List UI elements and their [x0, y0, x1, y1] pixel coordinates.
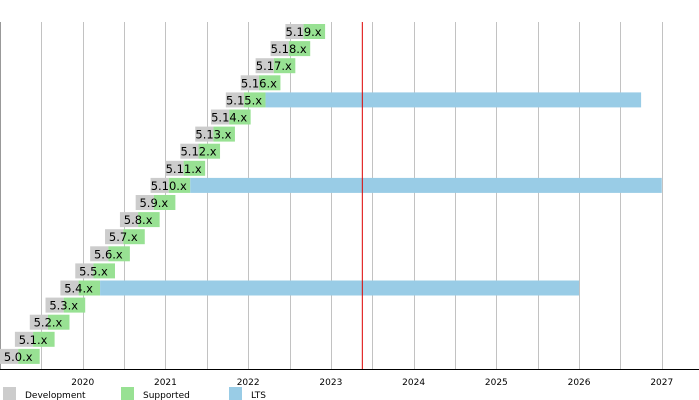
x-tick-label: 2023 [319, 378, 342, 388]
release-label: 5.10.x [151, 179, 187, 193]
x-tick-label: 2027 [650, 378, 673, 388]
x-tick-label: 2022 [237, 378, 260, 388]
x-tick-label: 2020 [71, 378, 94, 388]
release-label: 5.17.x [256, 59, 292, 73]
release-label: 5.12.x [180, 145, 216, 159]
x-tick-label: 2021 [154, 378, 177, 388]
release-label: 5.13.x [195, 128, 231, 142]
x-tick-label: 2024 [402, 378, 425, 388]
x-axis: 2020 2021 2022 2023 2024 2025 2026 2027 [0, 370, 699, 389]
legend-swatch-lts [229, 387, 242, 400]
release-label: 5.8.x [124, 213, 153, 227]
release-label: 5.3.x [49, 299, 78, 313]
release-label: 5.19.x [286, 25, 322, 39]
legend-label-supported: Supported [143, 391, 190, 400]
x-tick-label: 2026 [568, 378, 591, 388]
lts-bar [190, 178, 662, 193]
x-tick-label: 2025 [485, 378, 508, 388]
release-labels: 5.0.x 5.1.x 5.2.x 5.3.x 5.4.x 5.5.x 5.6.x 5.7.x… [4, 25, 322, 364]
release-label: 5.6.x [94, 247, 123, 261]
legend-label-development: Development [25, 391, 86, 400]
release-label: 5.2.x [34, 316, 63, 330]
release-label: 5.11.x [166, 162, 202, 176]
legend-item-lts: LTS [229, 387, 266, 400]
legend-item-development: Development [3, 387, 86, 400]
lts-bar [266, 92, 642, 107]
release-label: 5.9.x [139, 196, 168, 210]
release-label: 5.16.x [241, 76, 277, 90]
legend: Development Supported LTS [3, 387, 266, 400]
release-label: 5.7.x [109, 230, 138, 244]
release-label: 5.15.x [226, 93, 262, 107]
release-label: 5.4.x [64, 282, 93, 296]
release-label: 5.0.x [4, 350, 33, 364]
legend-item-supported: Supported [121, 387, 190, 400]
legend-label-lts: LTS [251, 391, 266, 400]
release-label: 5.18.x [271, 42, 307, 56]
legend-swatch-development [3, 387, 16, 400]
release-bars [0, 24, 662, 364]
lts-bar [100, 281, 579, 296]
legend-swatch-supported [121, 387, 134, 400]
release-label: 5.1.x [19, 333, 48, 347]
release-label: 5.14.x [211, 111, 247, 125]
grid-lines [1, 22, 663, 369]
release-label: 5.5.x [79, 264, 108, 278]
